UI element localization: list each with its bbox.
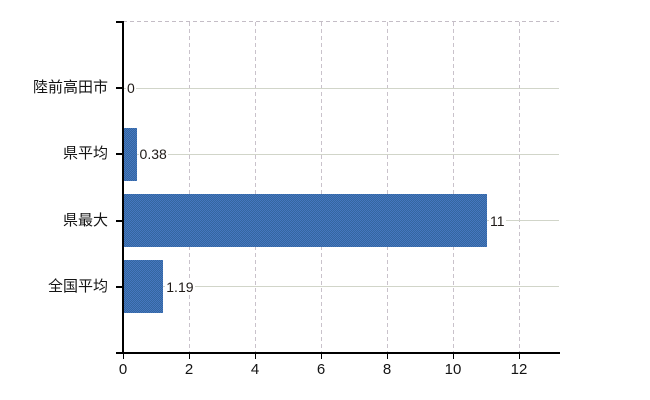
bar bbox=[124, 194, 487, 248]
x-tick-mark bbox=[518, 354, 520, 359]
x-tick-label: 6 bbox=[316, 361, 326, 378]
x-axis bbox=[115, 352, 560, 354]
x-tick-label: 12 bbox=[510, 361, 528, 378]
x-tick-mark bbox=[320, 354, 322, 359]
y-axis-top-tick bbox=[116, 21, 123, 23]
x-tick-label: 8 bbox=[382, 361, 392, 378]
v-gridline bbox=[453, 22, 454, 353]
x-tick-mark bbox=[254, 354, 256, 359]
plot-top-border bbox=[123, 21, 559, 22]
x-tick-label: 10 bbox=[444, 361, 462, 378]
x-tick-mark bbox=[122, 354, 124, 359]
value-label: 1.19 bbox=[165, 278, 195, 295]
category-label: 県平均 bbox=[62, 145, 108, 163]
bar bbox=[124, 127, 137, 181]
v-gridline bbox=[321, 22, 322, 353]
v-gridline bbox=[255, 22, 256, 353]
y-tick-mark bbox=[116, 219, 123, 222]
x-tick-label: 0 bbox=[118, 361, 128, 378]
value-label: 11 bbox=[489, 212, 506, 229]
category-label: 陸前高田市 bbox=[32, 79, 108, 97]
h-gridline bbox=[123, 87, 559, 89]
h-gridline bbox=[123, 153, 559, 155]
value-label: 0.38 bbox=[138, 146, 168, 163]
v-gridline bbox=[519, 22, 520, 353]
y-tick-mark bbox=[116, 87, 123, 90]
x-tick-mark bbox=[386, 354, 388, 359]
x-tick-mark bbox=[452, 354, 454, 359]
y-tick-mark bbox=[116, 285, 123, 288]
value-label: 0 bbox=[126, 80, 136, 97]
y-axis bbox=[122, 21, 124, 354]
category-label: 全国平均 bbox=[47, 277, 108, 295]
x-tick-label: 4 bbox=[250, 361, 260, 378]
bar bbox=[124, 260, 164, 314]
h-gridline bbox=[123, 286, 559, 288]
x-tick-label: 2 bbox=[184, 361, 194, 378]
y-tick-mark bbox=[116, 153, 123, 156]
category-label: 県最大 bbox=[62, 211, 108, 229]
v-gridline bbox=[387, 22, 388, 353]
v-gridline bbox=[189, 22, 190, 353]
x-tick-mark bbox=[188, 354, 190, 359]
